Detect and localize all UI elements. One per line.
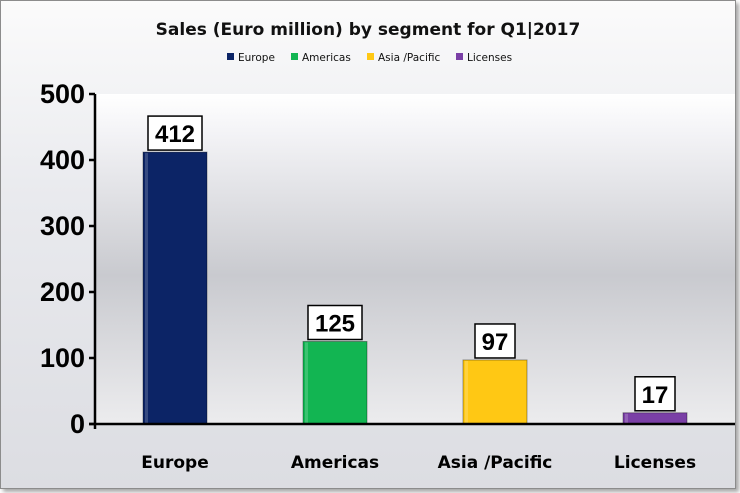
legend-label-americas: Americas	[302, 52, 351, 64]
legend-item-americas: Americas	[291, 52, 351, 64]
legend-item-europe: Europe	[227, 52, 275, 64]
legend-item-licenses: Licenses	[456, 52, 512, 64]
bar-americas	[302, 341, 368, 425]
bar-highlight-europe	[145, 153, 148, 423]
y-tick-label-200: 200	[40, 277, 85, 307]
bar-highlight-asia-pacific	[465, 360, 468, 423]
y-tick-label-500: 500	[40, 79, 85, 109]
legend-swatch-europe	[227, 53, 234, 60]
chart-title: Sales (Euro million) by segment for Q1|2…	[156, 20, 581, 40]
y-tick-label-400: 400	[40, 145, 85, 175]
legend-swatch-asia-pacific	[367, 53, 374, 60]
legend-label-licenses: Licenses	[467, 52, 512, 64]
legend-label-asia-pacific: Asia /Pacific	[378, 52, 440, 64]
x-tick-label-americas: Americas	[291, 453, 379, 473]
y-tick-label-100: 100	[40, 343, 85, 373]
data-label-box-americas	[307, 304, 363, 341]
x-tick-label-asia-pacific: Asia /Pacific	[438, 453, 553, 473]
data-label-licenses: 17	[642, 382, 669, 409]
y-tick-label-300: 300	[40, 211, 85, 241]
bar-chart: Sales (Euro million) by segment for Q1|2…	[40, 20, 735, 473]
data-label-europe: 412	[155, 121, 195, 148]
legend-item-asia-pacific: Asia /Pacific	[367, 52, 440, 64]
y-tick-label-0: 0	[70, 409, 85, 439]
x-axis: Europe Americas Asia /Pacific Licenses	[89, 422, 735, 473]
x-tick-label-licenses: Licenses	[614, 453, 696, 473]
y-axis: 0 100 200 300 400 500	[40, 79, 97, 439]
bar-europe	[142, 151, 208, 425]
data-label-box-asia-pacific	[474, 323, 516, 359]
legend-swatch-americas	[291, 53, 298, 60]
bars-group: 412 125 97 17	[142, 115, 688, 425]
data-label-asia-pacific: 97	[482, 329, 509, 356]
bar-licenses	[622, 412, 688, 425]
legend-label-europe: Europe	[238, 52, 275, 64]
data-label-box-europe	[147, 115, 203, 151]
data-label-box-licenses	[634, 376, 676, 412]
legend-swatch-licenses	[456, 53, 463, 60]
bar-asia-pacific	[462, 359, 528, 425]
bar-highlight-licenses	[625, 413, 628, 423]
bar-highlight-americas	[305, 342, 308, 423]
x-tick-label-europe: Europe	[141, 453, 208, 473]
data-label-americas: 125	[315, 311, 355, 338]
chart-legend: Europe Americas Asia /Pacific Licenses	[227, 52, 512, 64]
